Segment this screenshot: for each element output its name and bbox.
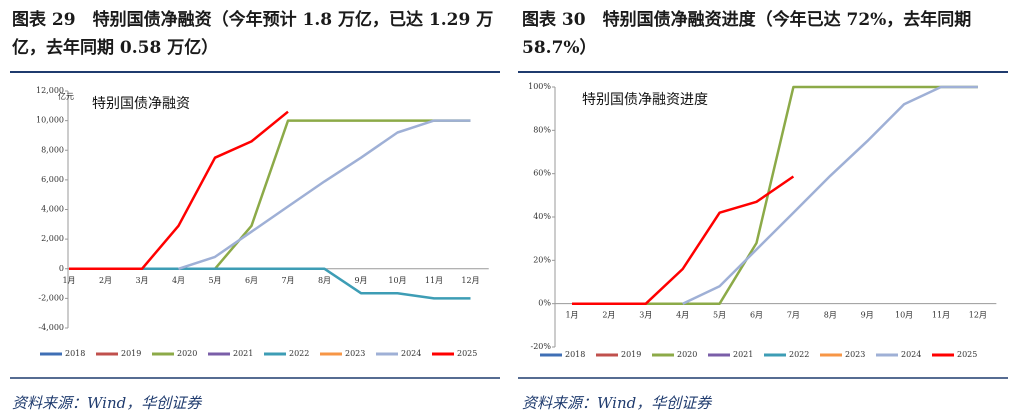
legend-label: 2021 [733, 350, 753, 359]
x-tick-label: 1月 [62, 276, 75, 285]
series-line [178, 119, 471, 270]
y-tick-label: -20% [531, 342, 552, 351]
y-tick-label: -4,000 [38, 323, 64, 332]
y-axis-label: 亿元 [58, 91, 74, 101]
legend-label: 2020 [177, 349, 197, 358]
legend-label: 2024 [901, 350, 921, 359]
series-line [69, 119, 471, 271]
x-tick-label: 9月 [861, 311, 874, 320]
series-line [572, 85, 978, 305]
legend-label: 2021 [233, 349, 253, 358]
y-tick-label: 10,000 [36, 116, 64, 125]
x-tick-label: 7月 [281, 276, 294, 285]
chart-title: 图表 29 特别国债净融资（今年预计 1.8 万亿，已达 1.29 万亿，去年同… [12, 10, 494, 58]
x-tick-label: 6月 [750, 311, 763, 320]
series-line [572, 175, 795, 305]
x-tick-label: 2月 [99, 276, 112, 285]
legend-label: 2023 [845, 350, 865, 359]
x-tick-label: 7月 [787, 311, 800, 320]
legend-label: 2024 [401, 349, 421, 358]
y-tick-label: 60% [533, 169, 551, 178]
y-tick-label: 2,000 [41, 234, 64, 243]
legend-label: 2025 [957, 350, 977, 359]
x-tick-label: 10月 [895, 311, 913, 320]
x-tick-label: 3月 [639, 311, 652, 320]
y-tick-label: 40% [533, 212, 551, 221]
x-tick-label: 6月 [245, 276, 258, 285]
legend-label: 2019 [121, 349, 141, 358]
y-tick-label: 6,000 [41, 175, 64, 184]
y-tick-label: 0 [59, 264, 64, 273]
legend-label: 2025 [457, 349, 477, 358]
source: 资料来源：Wind，华创证券 [522, 394, 712, 412]
y-tick-label: 100% [528, 82, 551, 91]
x-tick-label: 12月 [461, 276, 479, 285]
x-tick-label: 11月 [932, 311, 950, 320]
legend-label: 2022 [789, 350, 809, 359]
series-line [69, 110, 289, 271]
x-tick-label: 8月 [824, 311, 837, 320]
y-tick-label: 4,000 [41, 205, 64, 214]
x-tick-label: 5月 [713, 311, 726, 320]
x-tick-label: 10月 [388, 276, 406, 285]
chart-title: 图表 30 特别国债净融资进度（今年已达 72%，去年同期 58.7%） [522, 10, 972, 58]
x-tick-label: 4月 [676, 311, 689, 320]
y-tick-label: 0% [538, 299, 551, 308]
y-tick-label: -2,000 [38, 293, 64, 302]
legend-label: 2023 [345, 349, 365, 358]
subtitle: 特别国债净融资进度 [582, 92, 708, 108]
x-tick-label: 11月 [425, 276, 443, 285]
x-tick-label: 1月 [565, 311, 578, 320]
y-tick-label: 20% [533, 255, 551, 264]
series-line [682, 85, 978, 305]
x-tick-label: 8月 [318, 276, 331, 285]
legend-label: 2020 [677, 350, 697, 359]
y-tick-label: 80% [533, 125, 551, 134]
x-tick-label: 9月 [354, 276, 367, 285]
legend-label: 2018 [65, 349, 85, 358]
legend-label: 2018 [565, 350, 585, 359]
y-tick-label: 8,000 [41, 145, 64, 154]
legend-label: 2022 [289, 349, 309, 358]
x-tick-label: 2月 [602, 311, 615, 320]
x-tick-label: 4月 [172, 276, 185, 285]
y-tick-label: 12,000 [36, 86, 64, 95]
x-tick-label: 3月 [135, 276, 148, 285]
subtitle: 特别国债净融资 [92, 96, 190, 112]
legend-label: 2019 [621, 350, 641, 359]
source: 资料来源：Wind，华创证券 [12, 394, 202, 412]
series-line [69, 267, 471, 300]
x-tick-label: 5月 [208, 276, 221, 285]
x-tick-label: 12月 [969, 311, 987, 320]
